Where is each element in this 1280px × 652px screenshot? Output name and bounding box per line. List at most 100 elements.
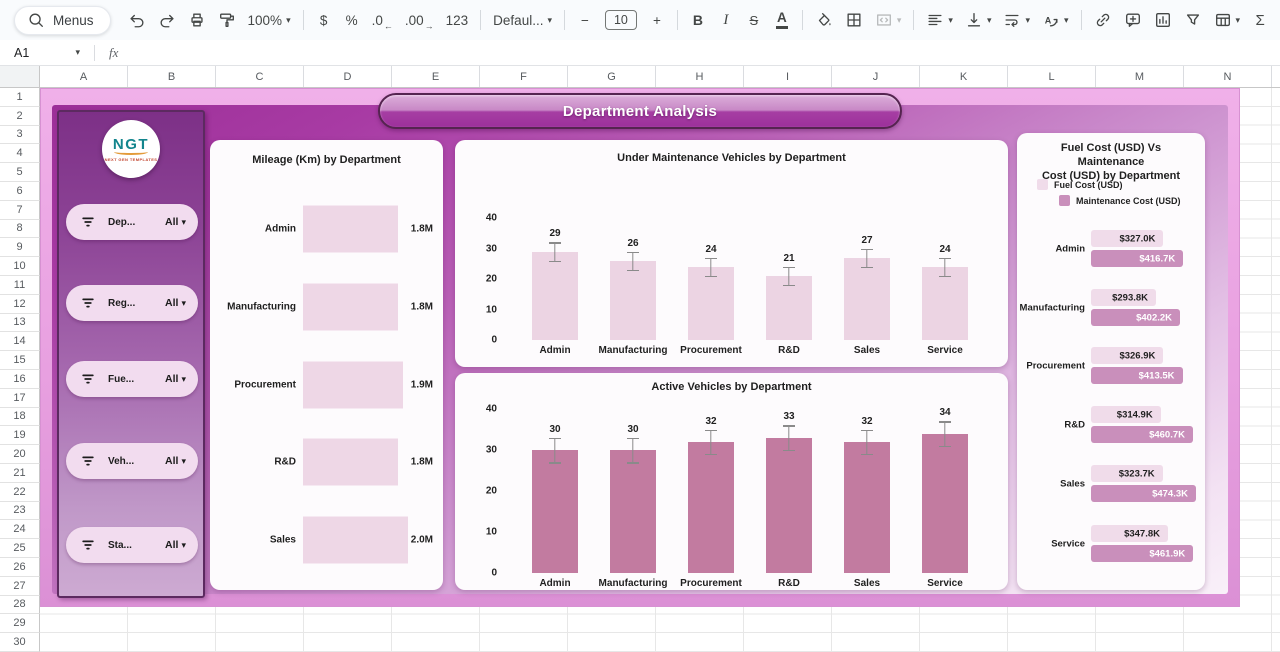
italic-button[interactable]: I — [713, 7, 739, 33]
row-header-17[interactable]: 17 — [0, 388, 40, 408]
font-family-button[interactable]: Defaul... ▾ — [488, 7, 557, 33]
bold-button[interactable]: B — [685, 7, 711, 33]
filter-value-dropdown[interactable]: All — [165, 297, 179, 309]
row-header-18[interactable]: 18 — [0, 407, 40, 427]
decrease-font-size-button[interactable]: − — [572, 7, 598, 33]
chart-under-maintenance-vehicles[interactable]: Under Maintenance Vehicles by Department… — [455, 140, 1008, 367]
zoom-button[interactable]: 100% ▾ — [243, 7, 296, 33]
column-header-G[interactable]: G — [568, 66, 656, 87]
row-header-8[interactable]: 8 — [0, 219, 40, 239]
borders-button[interactable] — [840, 7, 868, 33]
row-header-5[interactable]: 5 — [0, 163, 40, 182]
filter-value-dropdown[interactable]: All — [165, 373, 179, 385]
chart-active-vehicles[interactable]: Active Vehicles by Department 0 10 20 30 40 3… — [455, 373, 1008, 590]
column-header-A[interactable]: A — [40, 66, 128, 87]
undo-button[interactable] — [123, 7, 151, 33]
insert-comment-button[interactable] — [1119, 7, 1147, 33]
column-header-C[interactable]: C — [216, 66, 304, 87]
font-size-button[interactable]: 10 — [600, 7, 642, 33]
format-percent-label: % — [345, 12, 358, 28]
text-rotation-button[interactable]: A ▾ — [1037, 7, 1074, 33]
value-label: 24 — [705, 243, 717, 255]
paint-format-button[interactable] — [213, 7, 241, 33]
filter-pill-Veh[interactable]: Veh... All ▾ — [66, 443, 198, 479]
chart-mileage-by-department[interactable]: Mileage (Km) by Department Admin 1.8M Manu… — [210, 140, 443, 590]
column-header-I[interactable]: I — [744, 66, 832, 87]
text-rotation-icon: A — [1042, 11, 1060, 29]
decrease-decimal-places-button[interactable]: .0 ← — [367, 7, 398, 33]
functions-button[interactable]: Σ — [1247, 7, 1273, 33]
filter-pill-Dep[interactable]: Dep... All ▾ — [66, 204, 198, 240]
column-header-N[interactable]: N — [1184, 66, 1272, 87]
error-bar — [554, 437, 556, 463]
column-header-F[interactable]: F — [480, 66, 568, 87]
column-header-M[interactable]: M — [1096, 66, 1184, 87]
column-header-L[interactable]: L — [1008, 66, 1096, 87]
table-views-button[interactable]: ▾ — [1209, 7, 1246, 33]
row-header-21[interactable]: 21 — [0, 463, 40, 483]
row-header-20[interactable]: 20 — [0, 445, 40, 464]
increase-font-size-button[interactable]: + — [644, 7, 670, 33]
row-header-24[interactable]: 24 — [0, 520, 40, 540]
row-header-15[interactable]: 15 — [0, 351, 40, 370]
row-header-6[interactable]: 6 — [0, 181, 40, 201]
row-header-29[interactable]: 29 — [0, 614, 40, 634]
column-header-J[interactable]: J — [832, 66, 920, 87]
row-header-27[interactable]: 27 — [0, 576, 40, 596]
row-header-9[interactable]: 9 — [0, 238, 40, 258]
row-header-30[interactable]: 30 — [0, 633, 40, 652]
row-header-28[interactable]: 28 — [0, 595, 40, 615]
column-header-H[interactable]: H — [656, 66, 744, 87]
filter-value-dropdown[interactable]: All — [165, 539, 179, 551]
menus-button[interactable]: Menus — [14, 5, 111, 35]
select-all-corner[interactable] — [0, 66, 40, 88]
filter-pill-Sta[interactable]: Sta... All ▾ — [66, 527, 198, 563]
row-header-23[interactable]: 23 — [0, 501, 40, 521]
insert-chart-button[interactable] — [1149, 7, 1177, 33]
row-header-1[interactable]: 1 — [0, 88, 40, 107]
filter-pill-Fue[interactable]: Fue... All ▾ — [66, 361, 198, 397]
row-header-19[interactable]: 19 — [0, 426, 40, 446]
row-header-3[interactable]: 3 — [0, 125, 40, 145]
format-percent-button[interactable]: % — [339, 7, 365, 33]
column-header-K[interactable]: K — [920, 66, 1008, 87]
insert-link-button[interactable] — [1089, 7, 1117, 33]
filter-pill-Reg[interactable]: Reg... All ▾ — [66, 285, 198, 321]
name-box[interactable]: A1 ▾ — [0, 46, 88, 60]
strikethrough-button[interactable]: S — [741, 7, 767, 33]
column-header-D[interactable]: D — [304, 66, 392, 87]
chart-fuel-vs-maintenance-cost[interactable]: Fuel Cost (USD) Vs Maintenance Cost (USD… — [1017, 133, 1205, 590]
fuel-group-Sales: Sales $323.7K $474.3K — [1017, 465, 1205, 503]
text-color-button[interactable]: A — [769, 7, 795, 33]
row-header-13[interactable]: 13 — [0, 313, 40, 333]
column-header-B[interactable]: B — [128, 66, 216, 87]
format-currency-button[interactable]: $ — [311, 7, 337, 33]
row-header-11[interactable]: 11 — [0, 275, 40, 295]
filter-value-dropdown[interactable]: All — [165, 216, 179, 228]
horizontal-align-button[interactable]: ▾ — [921, 7, 958, 33]
more-formats-button[interactable]: 123 — [441, 7, 474, 33]
row-header-7[interactable]: 7 — [0, 200, 40, 220]
filter-value-dropdown[interactable]: All — [165, 455, 179, 467]
fill-color-button[interactable] — [810, 7, 838, 33]
text-wrapping-button[interactable]: ▾ — [998, 7, 1035, 33]
row-header-25[interactable]: 25 — [0, 539, 40, 558]
row-header-14[interactable]: 14 — [0, 332, 40, 352]
mileage-bar — [303, 205, 398, 253]
create-filter-button[interactable] — [1179, 7, 1207, 33]
row-header-16[interactable]: 16 — [0, 369, 40, 389]
row-header-22[interactable]: 22 — [0, 482, 40, 502]
bold-label: B — [692, 12, 703, 28]
column-header-E[interactable]: E — [392, 66, 480, 87]
column-bar — [844, 257, 890, 340]
row-header-10[interactable]: 10 — [0, 257, 40, 276]
arrow-icon: → — [424, 21, 434, 31]
row-header-2[interactable]: 2 — [0, 106, 40, 126]
row-header-12[interactable]: 12 — [0, 294, 40, 314]
row-header-4[interactable]: 4 — [0, 144, 40, 164]
increase-decimal-places-button[interactable]: .00 → — [400, 7, 439, 33]
redo-button[interactable] — [153, 7, 181, 33]
row-header-26[interactable]: 26 — [0, 557, 40, 577]
vertical-align-button[interactable]: ▾ — [960, 7, 997, 33]
print-button[interactable] — [183, 7, 211, 33]
